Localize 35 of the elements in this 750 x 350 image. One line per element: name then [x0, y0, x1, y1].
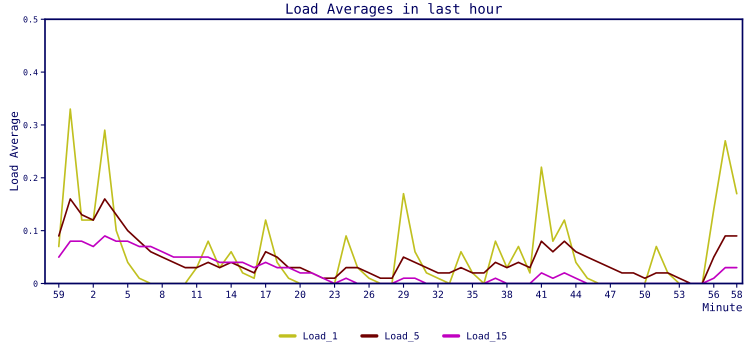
x-tick-label: 5 — [125, 290, 130, 298]
x-tick-label: 56 — [708, 290, 719, 298]
x-tick-label: 2 — [91, 290, 96, 298]
y-tick-label: 0.1 — [24, 228, 38, 234]
x-tick-label: 41 — [536, 290, 547, 298]
x-tick-label: 35 — [467, 290, 478, 298]
y-axis-title: Load Average — [9, 112, 20, 190]
x-tick-label: 8 — [160, 290, 165, 298]
x-tick-label: 29 — [398, 290, 409, 298]
y-tick-label: 0.3 — [24, 122, 38, 128]
y-tick-label: 0 — [34, 280, 38, 287]
x-tick-label: 20 — [294, 290, 306, 298]
y-tick-label: 0.5 — [24, 16, 38, 23]
chart-title: Load Averages in last hour — [286, 3, 502, 17]
x-tick-label: 23 — [329, 290, 340, 298]
x-axis-title: Minute — [702, 302, 742, 312]
legend-label: Load_1 — [304, 332, 338, 342]
x-tick-label: 50 — [640, 290, 650, 298]
x-tick-label: 53 — [674, 290, 684, 298]
x-tick-label: 11 — [192, 290, 202, 298]
y-tick-label: 0.2 — [24, 174, 38, 182]
legend-label: Load_15 — [467, 332, 506, 342]
line-series — [58, 198, 738, 284]
line-series — [58, 108, 738, 284]
x-tick-label: 47 — [604, 290, 616, 298]
x-tick-label: 44 — [570, 290, 582, 298]
y-tick-label: 0.4 — [24, 69, 38, 76]
x-tick-label: 59 — [54, 290, 64, 298]
x-tick-label: 14 — [226, 290, 237, 298]
x-tick-label: 32 — [432, 290, 444, 298]
x-tick-label: 58 — [732, 290, 742, 298]
x-tick-label: 17 — [260, 290, 271, 298]
x-tick-label: 26 — [364, 290, 374, 298]
x-tick-label: 38 — [502, 290, 512, 298]
legend-label: Load_5 — [385, 332, 419, 342]
